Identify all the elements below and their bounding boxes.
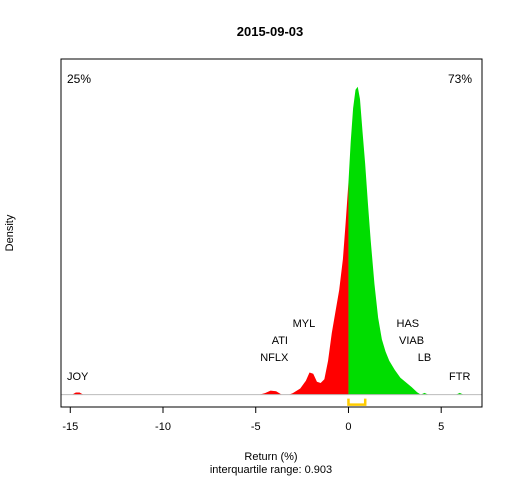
plot-area: JOY NFLX ATI MYL HAS VIAB LB FTR (61, 86, 482, 406)
stock-label-myl: MYL (293, 318, 316, 330)
x-tick-label: 0 (345, 421, 351, 433)
stock-label-ati: ATI (272, 335, 288, 347)
y-axis-label: Density (4, 214, 16, 251)
x-tick-label: -5 (251, 421, 261, 433)
x-axis: -15 -10 -5 0 5 (62, 407, 444, 433)
iqr-bracket (347, 398, 367, 406)
negative-share-label: 25% (67, 72, 91, 86)
x-tick-label: -10 (155, 421, 171, 433)
x-tick-label: 5 (438, 421, 444, 433)
stock-label-viab: VIAB (399, 335, 424, 347)
iqr-subtitle: interquartile range: 0.903 (210, 464, 332, 476)
x-axis-label: Return (%) (244, 451, 297, 463)
x-tick-label: -15 (62, 421, 78, 433)
chart-title: 2015-09-03 (237, 24, 304, 39)
stock-label-lb: LB (418, 352, 431, 364)
stock-label-nflx: NFLX (260, 352, 289, 364)
stock-label-ftr: FTR (449, 371, 470, 383)
density-negative-area (61, 182, 349, 395)
stock-label-joy: JOY (67, 371, 89, 383)
plot-frame (60, 58, 483, 408)
positive-share-label: 73% (448, 72, 472, 86)
stock-label-has: HAS (397, 318, 420, 330)
density-positive-area (348, 86, 482, 395)
